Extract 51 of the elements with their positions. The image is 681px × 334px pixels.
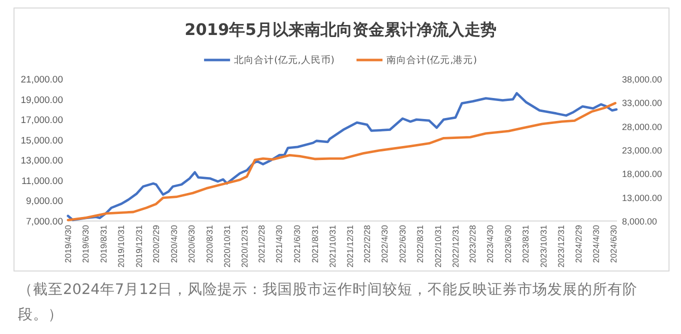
y-tick-label: 17,000.00	[20, 115, 63, 126]
y-tick-label: 7,000.00	[26, 216, 63, 228]
x-tick-label: 2019/6/30	[80, 224, 91, 263]
x-tick-label: 2022/10/31	[432, 224, 443, 268]
x-tick-label: 2021/6/30	[292, 224, 302, 263]
x-tick-label: 2022/12/31	[450, 224, 460, 268]
y-tick-label: 21,000.00	[20, 74, 63, 86]
x-tick-label: 2023/10/31	[538, 224, 548, 268]
x-tick-label: 2020/6/30	[186, 224, 196, 263]
x-tick-label: 2023/4/30	[485, 224, 496, 263]
x-tick-label: 2022/2/28	[362, 224, 372, 263]
x-tick-label: 2023/12/31	[556, 224, 566, 268]
y-tick-label: 13,000.00	[20, 156, 63, 167]
x-tick-label: 2022/8/31	[415, 224, 426, 263]
legend-label: 北向合计(亿元,人民币)	[234, 54, 334, 66]
x-tick-label: 2020/12/31	[240, 224, 250, 268]
chart-title: 2019年5月以来南北向资金累计净流入走势	[184, 20, 496, 39]
x-tick-label: 2019/10/31	[116, 224, 126, 268]
y2-tick-label: 33,000.00	[622, 98, 662, 108]
x-tick-label: 2019/12/31	[134, 224, 144, 268]
y2-tick-label: 23,000.00	[622, 146, 662, 156]
legend-label: 南向合计(亿元,港元)	[386, 54, 477, 66]
x-tick-label: 2019/8/31	[98, 224, 109, 263]
text: （截至2024年7月12日，风险提示：我国股市运作时间较短，不能反映证券市场发展的所有阶段。）	[18, 280, 639, 325]
y-tick-label: 15,000.00	[20, 135, 63, 146]
y2-tick-label: 8,000.00	[622, 216, 658, 226]
y2-tick-label: 28,000.00	[622, 122, 662, 132]
y-tick-label: 9,000.00	[26, 196, 63, 208]
y-tick-label: 11,000.00	[21, 176, 63, 187]
x-tick-label: 2024/6/30	[608, 224, 619, 263]
x-tick-label: 2023/8/31	[520, 224, 531, 263]
y2-tick-label: 18,000.00	[622, 169, 662, 180]
x-tick-label: 2023/6/30	[502, 224, 513, 263]
y2-tick-label: 38,000.00	[622, 74, 662, 84]
x-tick-label: 2021/2/28	[256, 224, 267, 263]
x-tick-label: 2023/2/28	[468, 224, 478, 263]
x-tick-label: 2022/6/30	[397, 224, 408, 263]
x-tick-label: 2022/4/30	[380, 224, 390, 263]
x-tick-label: 2020/2/29	[151, 224, 162, 263]
y-tick-label: 19,000.00	[20, 94, 63, 106]
x-tick-label: 2024/4/30	[590, 224, 601, 263]
x-tick-label: 2020/10/31	[222, 224, 232, 268]
x-tick-label: 2024/2/29	[573, 224, 584, 263]
x-tick-label: 2021/8/31	[310, 224, 320, 263]
x-tick-label: 2019/4/30	[63, 224, 73, 263]
x-tick-label: 2021/10/31	[327, 224, 338, 268]
x-tick-label: 2021/4/30	[274, 224, 284, 263]
x-tick-label: 2020/4/30	[168, 224, 179, 263]
x-tick-label: 2021/12/31	[345, 224, 356, 268]
y2-tick-label: 13,000.00	[622, 192, 662, 203]
x-tick-label: 2020/8/31	[204, 224, 214, 263]
